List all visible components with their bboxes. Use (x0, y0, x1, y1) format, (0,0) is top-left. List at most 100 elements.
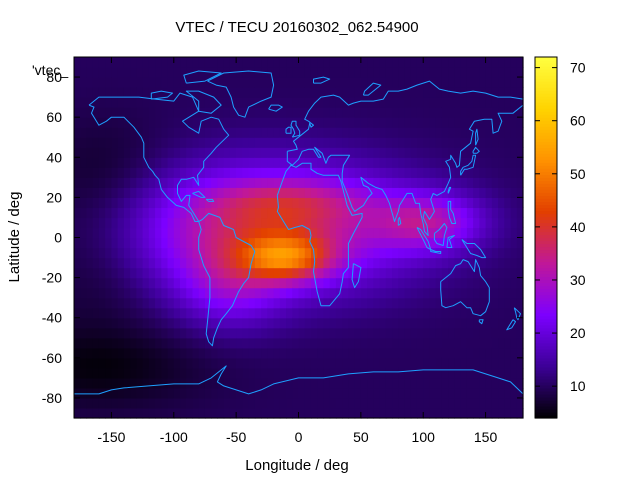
heatmap-cell (86, 137, 94, 148)
heatmap-cell (354, 87, 362, 98)
heatmap-cell (261, 267, 268, 279)
heatmap-cell (86, 377, 94, 389)
heatmap-cell (429, 407, 437, 419)
heatmap-cell (148, 107, 156, 118)
heatmap-cell (404, 77, 412, 88)
heatmap-cell (335, 127, 343, 138)
heatmap-cell (385, 297, 393, 309)
heatmap-cell (92, 317, 100, 329)
heatmap-cell (279, 217, 287, 229)
heatmap-cell (460, 67, 468, 78)
heatmap-cell (292, 307, 300, 319)
heatmap-cell (123, 67, 131, 78)
heatmap-cell (435, 347, 443, 359)
heatmap-cell (229, 87, 237, 98)
heatmap-cell (335, 67, 343, 78)
heatmap-cell (86, 407, 94, 419)
heatmap-cell (204, 407, 212, 419)
heatmap-cell (454, 287, 462, 299)
heatmap-cell (416, 227, 424, 239)
heatmap-cell (92, 267, 100, 279)
heatmap-cell (261, 107, 268, 118)
heatmap-cell (304, 397, 312, 409)
heatmap-cell (379, 357, 387, 369)
heatmap-cell (136, 357, 144, 369)
heatmap-cell (98, 277, 106, 289)
heatmap-cell (217, 217, 225, 229)
heatmap-cell (236, 217, 243, 229)
heatmap-cell (310, 407, 318, 419)
heatmap-cell (167, 297, 175, 309)
heatmap-cell (435, 77, 443, 88)
heatmap-cell (148, 127, 156, 138)
heatmap-cell (161, 327, 169, 339)
heatmap-cell (342, 267, 349, 279)
heatmap-cell (92, 327, 100, 339)
heatmap-cell (211, 97, 219, 108)
heatmap-cell (92, 57, 100, 68)
heatmap-cell (354, 247, 362, 259)
heatmap-cell (348, 357, 356, 369)
heatmap-cell (429, 287, 437, 299)
heatmap-cell (373, 127, 381, 138)
heatmap-cell (198, 397, 206, 409)
heatmap-cell (460, 247, 468, 259)
heatmap-cell (279, 307, 287, 319)
heatmap-cell (142, 367, 150, 379)
heatmap-cell (192, 357, 200, 369)
heatmap-cell (286, 227, 293, 239)
heatmap-cell (261, 367, 268, 379)
heatmap-cell (130, 297, 137, 309)
heatmap-cell (217, 297, 225, 309)
heatmap-cell (516, 207, 524, 219)
heatmap-cell (192, 407, 200, 419)
heatmap-cell (304, 327, 312, 339)
heatmap-cell (310, 397, 318, 409)
heatmap-cell (516, 407, 524, 419)
heatmap-cell (441, 397, 449, 409)
heatmap-cell (454, 317, 462, 329)
heatmap-cell (111, 377, 119, 389)
heatmap-cell (385, 97, 393, 108)
heatmap-cell (180, 87, 187, 98)
heatmap-cell (130, 387, 137, 399)
heatmap-cell (423, 157, 431, 168)
heatmap-cell (105, 87, 113, 98)
heatmap-cell (105, 387, 113, 399)
heatmap-cell (229, 337, 237, 349)
heatmap-cell (273, 147, 281, 158)
colorbar-cell (535, 222, 557, 227)
heatmap-cell (367, 207, 374, 219)
heatmap-cell (155, 177, 162, 188)
heatmap-cell (105, 247, 113, 259)
heatmap-cell (236, 387, 243, 399)
heatmap-cell (279, 57, 287, 68)
heatmap-cell (310, 87, 318, 98)
heatmap-cell (342, 237, 349, 249)
heatmap-cell (429, 87, 437, 98)
heatmap-cell (223, 247, 231, 259)
heatmap-cell (304, 197, 312, 209)
heatmap-cell (466, 367, 474, 379)
heatmap-cell (111, 287, 119, 299)
heatmap-cell (435, 387, 443, 399)
heatmap-cell (516, 87, 524, 98)
heatmap-cell (211, 257, 219, 269)
heatmap-cell (485, 347, 493, 359)
heatmap-cell (373, 327, 381, 339)
heatmap-cell (491, 207, 499, 219)
heatmap-cell (348, 267, 356, 279)
heatmap-cell (348, 237, 356, 249)
heatmap-cell (335, 167, 343, 178)
heatmap-cell (167, 177, 175, 188)
heatmap-cell (479, 147, 487, 158)
heatmap-cell (385, 347, 393, 359)
heatmap-cell (92, 237, 100, 249)
heatmap-cell (473, 117, 480, 128)
heatmap-cell (292, 217, 300, 229)
heatmap-cell (92, 297, 100, 309)
colorbar-cell (535, 66, 557, 70)
heatmap-cell (74, 57, 81, 68)
heatmap-cell (317, 237, 325, 249)
heatmap-cell (242, 317, 250, 329)
